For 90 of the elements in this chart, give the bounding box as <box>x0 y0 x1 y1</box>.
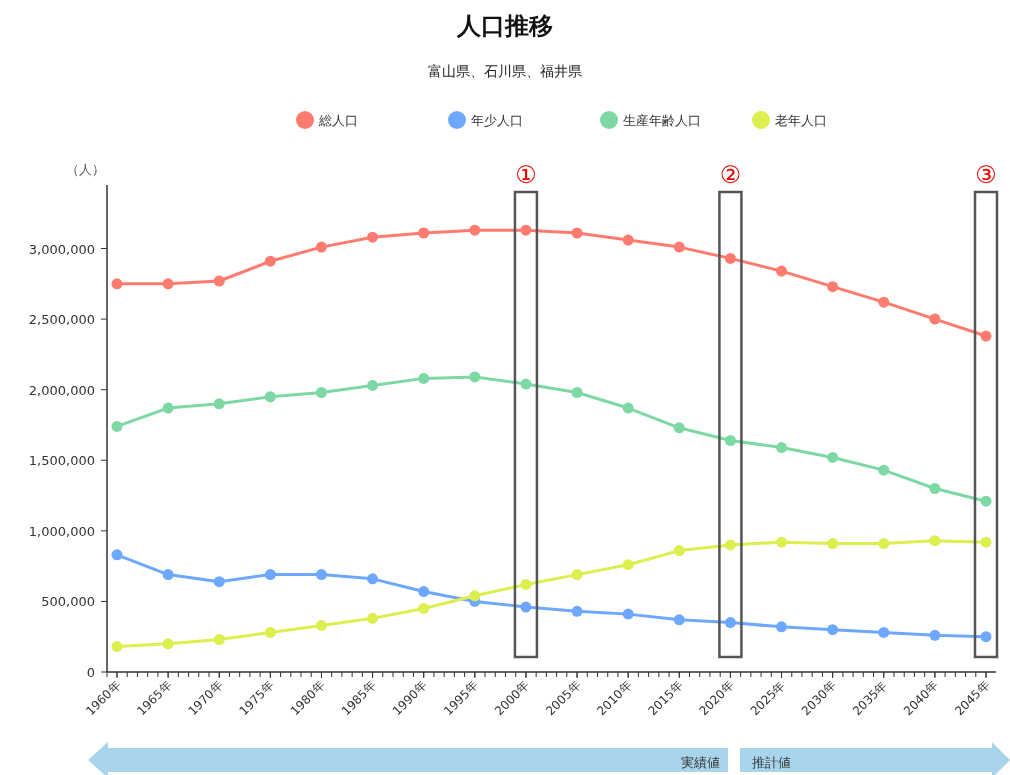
point <box>111 641 123 653</box>
point <box>162 278 174 290</box>
point <box>264 626 276 638</box>
point <box>264 569 276 581</box>
point <box>929 313 941 325</box>
point <box>111 549 123 561</box>
point <box>367 612 379 624</box>
point <box>315 619 327 631</box>
legend-label: 総人口 <box>318 113 358 128</box>
point <box>878 626 890 638</box>
point <box>315 387 327 398</box>
point <box>776 621 788 633</box>
point <box>367 379 379 391</box>
y-tick-label: 3,000,000 <box>28 241 95 257</box>
point <box>213 275 225 287</box>
point <box>622 402 634 414</box>
point <box>980 495 992 507</box>
point <box>264 391 276 403</box>
y-tick-label: 0 <box>86 665 95 680</box>
point <box>315 241 327 253</box>
chart-title: 人口推移 <box>456 12 553 40</box>
point <box>367 231 379 243</box>
point <box>162 569 174 581</box>
y-axis-title: （人） <box>65 162 105 177</box>
point <box>980 631 992 643</box>
point <box>367 573 379 585</box>
point <box>929 482 941 494</box>
point <box>724 252 736 264</box>
point <box>622 608 634 620</box>
point <box>213 634 225 646</box>
point <box>571 569 583 581</box>
point <box>776 265 788 277</box>
chart-subtitle: 富山県、石川県、福井県 <box>428 63 582 79</box>
point <box>673 545 685 557</box>
point <box>878 538 890 550</box>
point <box>520 601 532 613</box>
point <box>418 586 430 598</box>
point <box>980 536 992 548</box>
point <box>111 420 123 432</box>
annotation: ③ <box>975 161 997 189</box>
legend-label: 年少人口 <box>471 113 523 128</box>
point <box>827 451 839 463</box>
point <box>827 624 839 636</box>
point <box>980 330 992 342</box>
point <box>264 255 276 267</box>
point <box>418 227 430 239</box>
point <box>571 387 583 398</box>
point <box>162 402 174 414</box>
point <box>213 576 225 588</box>
point <box>673 614 685 626</box>
point <box>111 278 123 290</box>
point <box>571 227 583 239</box>
text: 推計値 <box>752 755 791 770</box>
point <box>878 296 890 308</box>
point <box>520 378 532 390</box>
point <box>724 435 736 446</box>
point <box>878 464 890 476</box>
point <box>827 538 839 550</box>
point <box>776 442 788 454</box>
point <box>571 605 583 617</box>
point <box>469 590 481 602</box>
y-tick-label: 1,500,000 <box>28 453 95 469</box>
text: 実績値 <box>681 755 720 770</box>
annotation: ① <box>515 161 537 189</box>
point <box>673 241 685 253</box>
y-tick-label: 1,000,000 <box>28 523 95 539</box>
legend-label: 生産年齢人口 <box>623 113 701 128</box>
point <box>418 372 430 384</box>
point <box>673 422 685 434</box>
y-tick-label: 500,000 <box>41 594 95 610</box>
point <box>827 281 839 293</box>
point <box>929 629 941 641</box>
point <box>776 536 788 548</box>
point <box>724 539 736 551</box>
point <box>469 224 481 236</box>
point <box>520 578 532 590</box>
y-tick-label: 2,000,000 <box>28 382 95 398</box>
point <box>929 535 941 547</box>
point <box>213 398 225 410</box>
legend-label: 老年人口 <box>775 113 827 128</box>
point <box>469 371 481 383</box>
point <box>315 569 327 581</box>
point <box>418 602 430 614</box>
point <box>520 224 532 236</box>
y-tick-label: 2,500,000 <box>28 312 95 328</box>
point <box>162 638 174 650</box>
point <box>622 234 634 246</box>
point <box>622 559 634 571</box>
point <box>724 617 736 629</box>
annotation: ② <box>719 161 742 189</box>
